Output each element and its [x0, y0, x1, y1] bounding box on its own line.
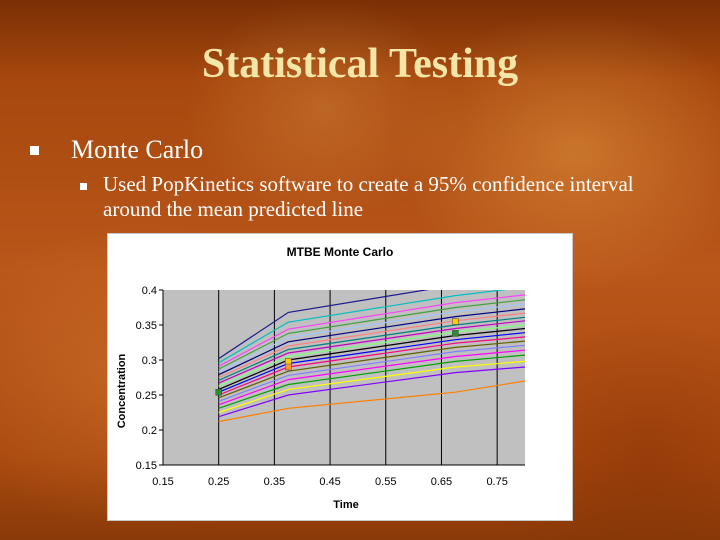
- observed-point: [452, 330, 459, 337]
- chart-title: MTBE Monte Carlo: [287, 245, 394, 259]
- bullet-popkinetics: Used PopKinetics software to create a 95…: [80, 172, 643, 222]
- plot-area: [163, 290, 525, 465]
- bullet-monte-carlo: Monte Carlo: [30, 135, 203, 165]
- x-tick-label: 0.35: [264, 476, 285, 488]
- series-line-9: [218, 320, 525, 384]
- x-tick-label: 0.15: [152, 476, 173, 488]
- series-line-20: [218, 380, 525, 423]
- y-tick-label: 0.15: [136, 460, 157, 472]
- observed-point: [285, 363, 292, 371]
- bullet-text: Used PopKinetics software to create a 95…: [103, 172, 634, 221]
- series-line-2: [218, 290, 507, 364]
- series-line-1: [218, 290, 430, 360]
- series-line-12: [218, 332, 525, 393]
- observed-point: [285, 358, 292, 365]
- x-tick-label: 0.75: [486, 476, 507, 488]
- series-line-19: [218, 366, 525, 418]
- series-line-8: [218, 316, 525, 381]
- slide-title: Statistical Testing: [201, 41, 519, 87]
- series-line-15: [218, 344, 525, 402]
- y-tick-label: 0.35: [136, 320, 157, 332]
- series-group: [218, 290, 525, 423]
- x-tick-label: 0.65: [431, 476, 452, 488]
- x-tick-label: 0.55: [375, 476, 396, 488]
- series-line-14: [218, 340, 525, 399]
- x-axis-label: Time: [333, 499, 358, 511]
- series-line-3: [218, 294, 525, 367]
- x-tick-label: 0.25: [208, 476, 229, 488]
- square-bullet-icon: [30, 145, 39, 155]
- square-bullet-icon: [80, 183, 87, 190]
- series-line-11: [218, 327, 525, 390]
- series-line-7: [218, 312, 525, 379]
- y-tick-label: 0.3: [142, 355, 157, 367]
- series-line-16: [218, 349, 525, 406]
- bullet-text: Monte Carlo: [71, 135, 204, 164]
- series-line-18: [218, 360, 525, 414]
- chart-container: MTBE Monte Carlo 0.15 0.25 0.35 0.45 0.55 0.6…: [107, 233, 573, 521]
- series-line-10: [218, 324, 525, 387]
- line-chart: MTBE Monte Carlo 0.15 0.25 0.35 0.45 0.55 0.6…: [116, 245, 525, 511]
- x-tick-label: 0.45: [319, 476, 340, 488]
- series-line-17: [218, 354, 525, 409]
- y-tick-label: 0.4: [142, 285, 157, 297]
- series-line-5: [218, 303, 525, 373]
- series-line-13: [218, 336, 525, 396]
- y-tick-label: 0.25: [136, 390, 157, 402]
- observed-point: [215, 388, 222, 396]
- y-axis-label: Concentration: [116, 353, 128, 428]
- series-line-4: [218, 299, 525, 370]
- observed-point: [452, 318, 459, 325]
- y-tick-label: 0.2: [142, 425, 157, 437]
- series-line-6: [218, 308, 525, 376]
